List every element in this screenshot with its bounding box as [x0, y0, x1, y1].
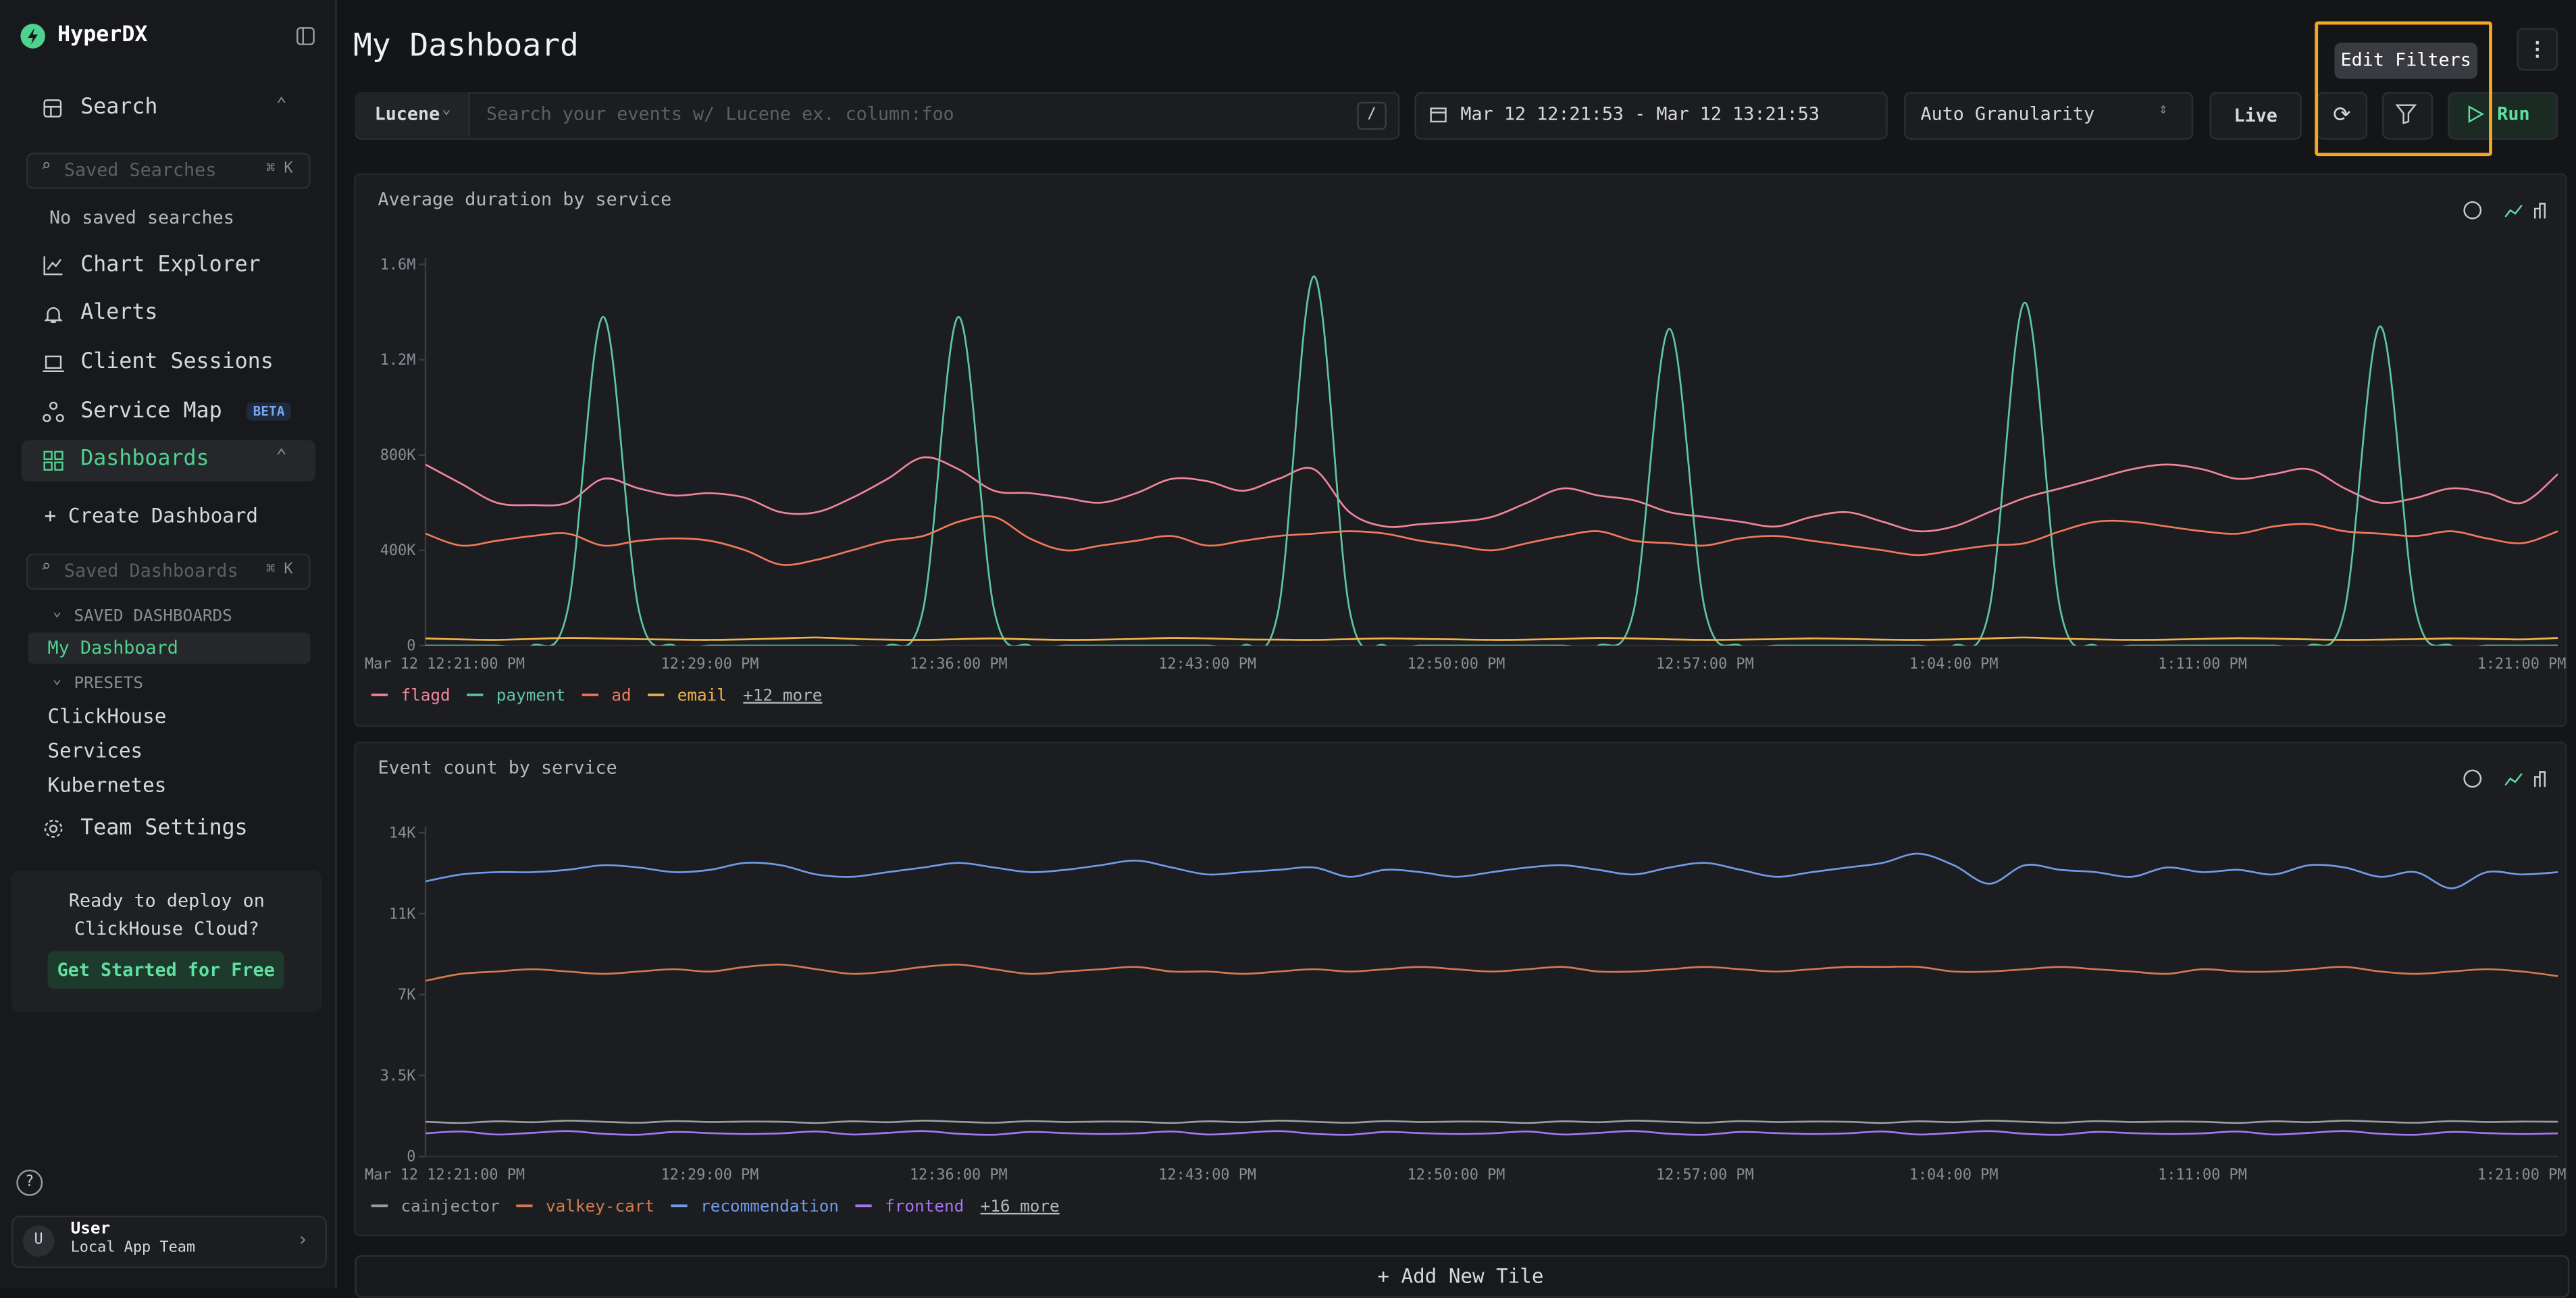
legend-more: +16 more	[981, 1196, 1060, 1216]
x-tick-label: 12:29:00 PM	[661, 1166, 759, 1183]
panel	[355, 742, 2566, 1235]
y-tick-label: 0	[407, 1149, 415, 1166]
legend-label: recommendation	[700, 1196, 839, 1216]
x-tick-label: Mar 12 12:21:00 PM	[365, 656, 525, 673]
legend-label: valkey-cart	[546, 1196, 654, 1216]
x-tick-label: 12:36:00 PM	[910, 1166, 1008, 1183]
x-tick-label: 12:57:00 PM	[1656, 656, 1754, 673]
x-tick-label: 1:11:00 PM	[2158, 1166, 2247, 1183]
chart-title: Average duration by service	[378, 189, 671, 210]
x-tick-label: 12:36:00 PM	[910, 656, 1008, 673]
add-tile-label: + Add New Tile	[355, 1265, 2566, 1288]
legend-label: ad	[611, 685, 631, 704]
y-tick-label: 1.6M	[380, 257, 416, 274]
y-tick-label: 14K	[389, 825, 416, 842]
x-tick-label: 12:57:00 PM	[1656, 1166, 1754, 1183]
legend-more: +12 more	[743, 685, 822, 704]
x-tick-label: 12:43:00 PM	[1158, 656, 1256, 673]
y-tick-label: 0	[407, 638, 415, 654]
x-tick-label: 12:50:00 PM	[1408, 656, 1505, 673]
y-tick-label: 3.5K	[380, 1068, 417, 1085]
y-tick-label: 1.2M	[380, 352, 416, 369]
x-tick-label: 12:43:00 PM	[1158, 1166, 1256, 1183]
legend-label: cainjector	[401, 1196, 500, 1216]
x-tick-label: 12:29:00 PM	[661, 656, 759, 673]
y-tick-label: 11K	[389, 906, 416, 923]
chart-title: Event count by service	[378, 758, 617, 779]
y-tick-label: 400K	[380, 542, 417, 559]
x-tick-label: 1:21:00 PM	[2477, 656, 2567, 673]
x-tick-label: 1:04:00 PM	[1909, 656, 1999, 673]
x-tick-label: Mar 12 12:21:00 PM	[365, 1166, 525, 1183]
x-tick-label: 1:21:00 PM	[2477, 1166, 2567, 1183]
legend-label: email	[677, 685, 727, 704]
x-tick-label: 12:50:00 PM	[1408, 1166, 1505, 1183]
x-tick-label: 1:04:00 PM	[1909, 1166, 1999, 1183]
panel	[355, 174, 2566, 726]
legend-label: payment	[496, 685, 565, 704]
y-tick-label: 7K	[398, 987, 416, 1004]
y-tick-label: 800K	[380, 447, 417, 464]
legend-label: flagd	[401, 685, 450, 704]
x-tick-label: 1:11:00 PM	[2158, 656, 2247, 673]
legend-label: frontend	[885, 1196, 964, 1216]
